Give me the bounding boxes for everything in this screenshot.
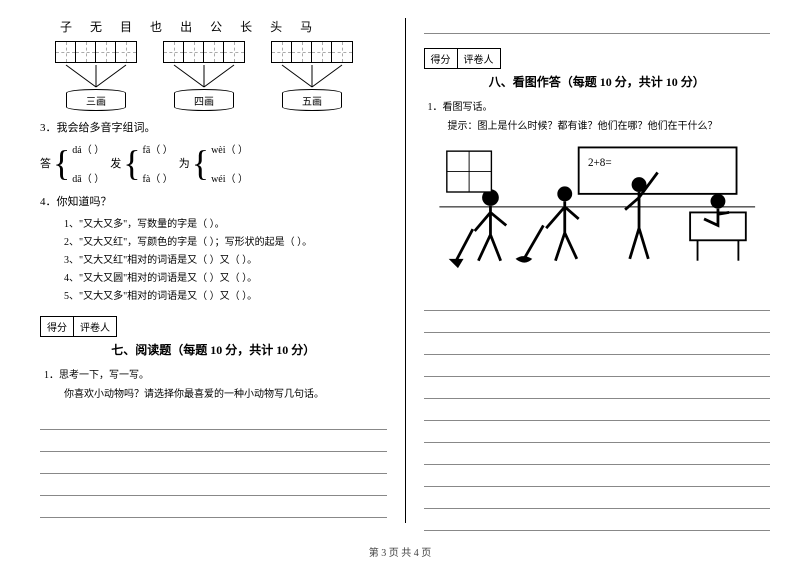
- left-column: 子 无 目 也 出 公 长 头 马 三画: [40, 18, 406, 523]
- q4-item[interactable]: 2、"又大又红"，写颜色的字是（ ）；写形状的起是（ ）。: [64, 233, 387, 248]
- char: 出: [180, 18, 192, 35]
- cylinder-label: 三画: [66, 89, 126, 111]
- section-8-title: 八、看图作答（每题 10 分，共计 10 分）: [424, 73, 771, 90]
- char: 长: [240, 18, 252, 35]
- question-3: 3．我会给多音字组词。: [40, 119, 387, 135]
- question-7-1: 1．思考一下，写一写。: [40, 366, 387, 381]
- char: 无: [90, 18, 102, 35]
- page-footer: 第 3 页 共 4 页: [0, 544, 800, 559]
- group-3-strokes: 三画: [46, 41, 146, 111]
- score-label[interactable]: 得分: [40, 316, 74, 337]
- character-list: 子 无 目 也 出 公 长 头 马: [40, 18, 387, 35]
- hanzi: 发: [110, 155, 121, 171]
- q4-item[interactable]: 3、"又大又红"相对的词语是又（ ）又（ ）。: [64, 251, 387, 266]
- reading[interactable]: dā（ ）: [72, 170, 104, 185]
- char: 也: [150, 18, 162, 35]
- cylinder-text: 四画: [174, 93, 234, 107]
- question-8-1: 1．看图写话。: [424, 98, 771, 113]
- group-5-strokes: 五画: [262, 41, 362, 111]
- char: 目: [120, 18, 132, 35]
- poly-da: 答 { dá（ ） dā（ ）: [40, 141, 104, 185]
- question-8-hint: 提示：图上是什么时候？都有谁？他们在哪？他们在干什么？: [424, 117, 771, 132]
- grader-label[interactable]: 评卷人: [74, 316, 117, 337]
- reading[interactable]: dá（ ）: [72, 141, 104, 156]
- cylinder-text: 三画: [66, 93, 126, 107]
- char: 马: [300, 18, 312, 35]
- cylinder-label: 四画: [174, 89, 234, 111]
- question-7-1-sub: 你喜欢小动物吗？请选择你最喜爱的一种小动物写几句话。: [40, 385, 387, 400]
- fan-connector: [164, 63, 244, 89]
- writing-boxes[interactable]: [271, 41, 353, 63]
- answer-lines-8[interactable]: [424, 289, 771, 531]
- poly-fa: 发 { fā（ ） fà（ ）: [110, 141, 173, 185]
- right-column: 得分 评卷人 八、看图作答（每题 10 分，共计 10 分） 1．看图写话。 提…: [406, 18, 771, 523]
- polyphonic-row: 答 { dá（ ） dā（ ） 发 { fā（ ） fà（ ） 为: [40, 141, 387, 185]
- question-4-items: 1、"又大又多"，写数量的字是（ ）。 2、"又大又红"，写颜色的字是（ ）；写…: [40, 215, 387, 302]
- stroke-count-groups: 三画 四画: [40, 41, 387, 111]
- board-text: 2+8=: [587, 157, 611, 169]
- fan-connector: [56, 63, 136, 89]
- continuation-line[interactable]: [424, 18, 771, 34]
- hanzi: 为: [179, 155, 190, 171]
- reading[interactable]: wèi（ ）: [211, 141, 248, 156]
- section-7-title: 七、阅读题（每题 10 分，共计 10 分）: [40, 341, 387, 358]
- reading[interactable]: wéi（ ）: [211, 170, 248, 185]
- char: 子: [60, 18, 72, 35]
- reading[interactable]: fà（ ）: [143, 170, 173, 185]
- q4-item[interactable]: 1、"又大又多"，写数量的字是（ ）。: [64, 215, 387, 230]
- score-box-7: 得分 评卷人: [40, 316, 387, 337]
- cylinder-text: 五画: [282, 93, 342, 107]
- grader-label[interactable]: 评卷人: [458, 48, 501, 69]
- cylinder-label: 五画: [282, 89, 342, 111]
- score-label[interactable]: 得分: [424, 48, 458, 69]
- score-box-8: 得分 评卷人: [424, 48, 771, 69]
- char: 公: [210, 18, 222, 35]
- char: 头: [270, 18, 282, 35]
- q4-item[interactable]: 5、"又大又多"相对的词语是又（ ）又（ ）。: [64, 287, 387, 302]
- reading[interactable]: fā（ ）: [143, 141, 173, 156]
- poly-wei: 为 { wèi（ ） wéi（ ）: [179, 141, 248, 185]
- answer-lines-7[interactable]: [40, 408, 387, 518]
- hanzi: 答: [40, 155, 51, 171]
- writing-boxes[interactable]: [55, 41, 137, 63]
- worksheet-page: 子 无 目 也 出 公 长 头 马 三画: [40, 18, 770, 523]
- writing-boxes[interactable]: [163, 41, 245, 63]
- group-4-strokes: 四画: [154, 41, 254, 111]
- fan-connector: [272, 63, 352, 89]
- q4-item[interactable]: 4、"又大又圆"相对的词语是又（ ）又（ ）。: [64, 269, 387, 284]
- classroom-illustration: 2+8=: [424, 140, 771, 270]
- question-4: 4．你知道吗？: [40, 193, 387, 209]
